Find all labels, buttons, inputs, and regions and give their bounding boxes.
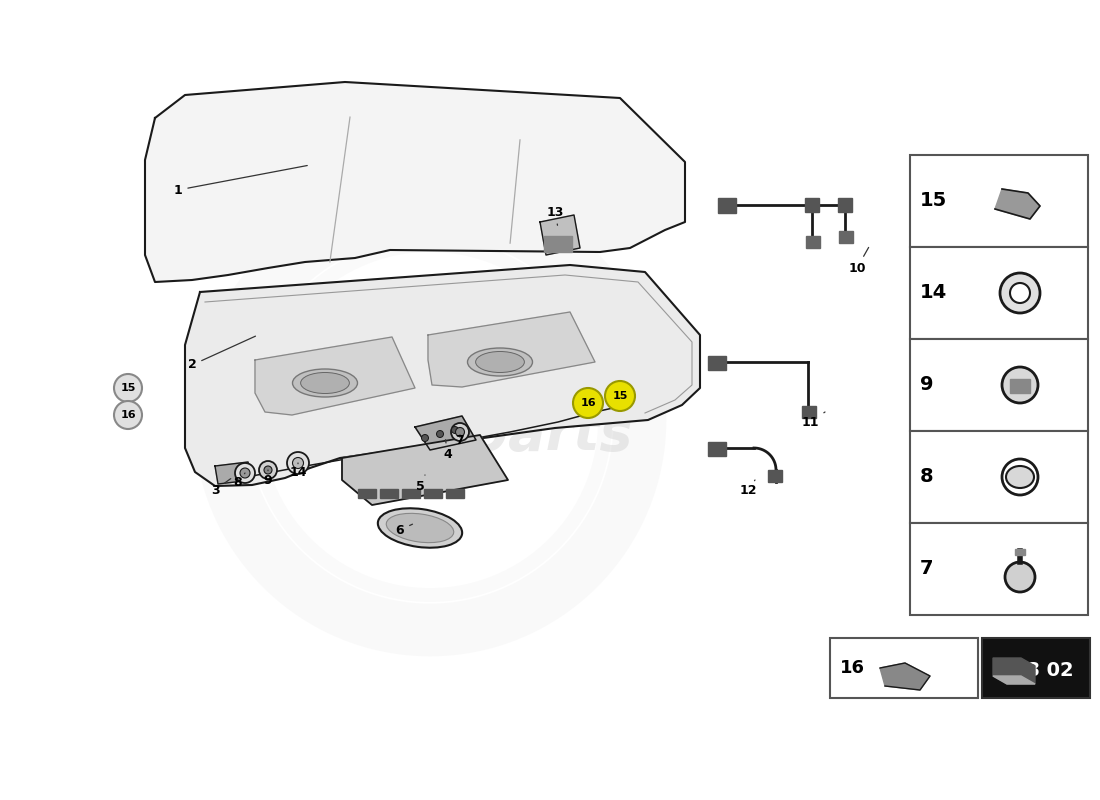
Text: 15: 15 — [120, 383, 135, 393]
Polygon shape — [255, 337, 415, 415]
Circle shape — [1002, 367, 1038, 403]
Bar — [839, 231, 853, 243]
Circle shape — [455, 427, 464, 437]
Circle shape — [114, 374, 142, 402]
Polygon shape — [185, 265, 700, 486]
Circle shape — [258, 461, 277, 479]
Bar — [910, 431, 1088, 523]
Text: 14: 14 — [289, 463, 307, 479]
Circle shape — [437, 430, 443, 438]
Ellipse shape — [475, 351, 525, 373]
Circle shape — [573, 388, 603, 418]
Bar — [910, 523, 1088, 615]
Ellipse shape — [386, 514, 453, 542]
Text: 6: 6 — [396, 523, 412, 537]
Ellipse shape — [300, 373, 350, 394]
Polygon shape — [540, 215, 580, 255]
Circle shape — [293, 458, 304, 469]
Text: 5: 5 — [416, 475, 425, 494]
Polygon shape — [880, 663, 929, 690]
Polygon shape — [996, 189, 1040, 219]
Bar — [768, 470, 782, 482]
Ellipse shape — [377, 508, 462, 548]
Bar — [910, 155, 1088, 247]
Bar — [379, 489, 398, 498]
Text: 3: 3 — [211, 478, 231, 497]
Bar — [424, 489, 442, 498]
Text: 4: 4 — [443, 440, 452, 462]
Polygon shape — [145, 82, 685, 282]
Bar — [910, 339, 1088, 431]
Circle shape — [1000, 273, 1040, 313]
Text: eurocarparts: eurocarparts — [228, 408, 632, 462]
Bar — [708, 442, 726, 456]
Polygon shape — [342, 435, 508, 505]
Ellipse shape — [293, 369, 358, 397]
Bar — [718, 198, 736, 213]
Text: 7: 7 — [920, 559, 934, 578]
Circle shape — [451, 426, 459, 434]
Bar — [838, 198, 853, 212]
Text: 10: 10 — [848, 247, 869, 274]
Circle shape — [114, 401, 142, 429]
Circle shape — [235, 463, 255, 483]
Text: 7: 7 — [455, 434, 464, 446]
Ellipse shape — [468, 348, 532, 376]
Polygon shape — [214, 462, 252, 484]
Text: 868 02: 868 02 — [999, 661, 1074, 679]
Text: 16: 16 — [120, 410, 135, 420]
Text: 14: 14 — [920, 283, 947, 302]
Bar — [1010, 379, 1030, 393]
Polygon shape — [428, 312, 595, 387]
Text: 11: 11 — [801, 412, 825, 429]
Bar — [544, 236, 572, 252]
Text: 8: 8 — [233, 473, 245, 490]
Text: a passion for parts since 1985: a passion for parts since 1985 — [273, 380, 587, 400]
Bar — [830, 638, 978, 698]
Bar — [806, 236, 820, 248]
Text: 16: 16 — [840, 659, 865, 677]
Circle shape — [451, 423, 469, 441]
Bar — [802, 406, 816, 418]
Circle shape — [264, 466, 272, 474]
Text: 15: 15 — [920, 191, 947, 210]
Bar — [402, 489, 420, 498]
Text: 1: 1 — [174, 166, 307, 197]
Circle shape — [421, 434, 429, 442]
Bar — [708, 356, 726, 370]
Circle shape — [1010, 283, 1030, 303]
Bar — [358, 489, 376, 498]
Polygon shape — [993, 676, 1035, 684]
Circle shape — [1002, 459, 1038, 495]
Text: 2: 2 — [188, 336, 255, 371]
Ellipse shape — [1006, 466, 1034, 488]
Circle shape — [240, 468, 250, 478]
Text: 13: 13 — [547, 206, 563, 226]
Text: 12: 12 — [739, 480, 757, 497]
Bar — [982, 638, 1090, 698]
Text: 8: 8 — [920, 467, 934, 486]
Text: 9: 9 — [920, 375, 934, 394]
Circle shape — [605, 381, 635, 411]
Text: 16: 16 — [580, 398, 596, 408]
Text: 15: 15 — [613, 391, 628, 401]
Bar — [446, 489, 464, 498]
Bar — [1015, 549, 1025, 555]
Polygon shape — [993, 658, 1035, 684]
Bar — [805, 198, 820, 212]
Bar — [910, 247, 1088, 339]
Text: 9: 9 — [264, 470, 273, 486]
Circle shape — [1005, 562, 1035, 592]
Circle shape — [287, 452, 309, 474]
Polygon shape — [415, 416, 476, 450]
